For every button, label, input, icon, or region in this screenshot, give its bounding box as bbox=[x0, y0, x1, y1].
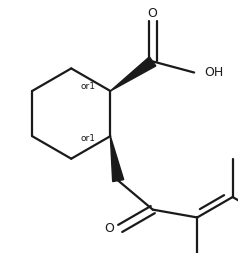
Polygon shape bbox=[110, 57, 156, 91]
Text: or1: or1 bbox=[80, 134, 95, 143]
Polygon shape bbox=[110, 136, 124, 182]
Text: O: O bbox=[104, 222, 114, 235]
Text: or1: or1 bbox=[80, 82, 95, 91]
Text: OH: OH bbox=[204, 66, 223, 79]
Text: O: O bbox=[148, 7, 158, 20]
